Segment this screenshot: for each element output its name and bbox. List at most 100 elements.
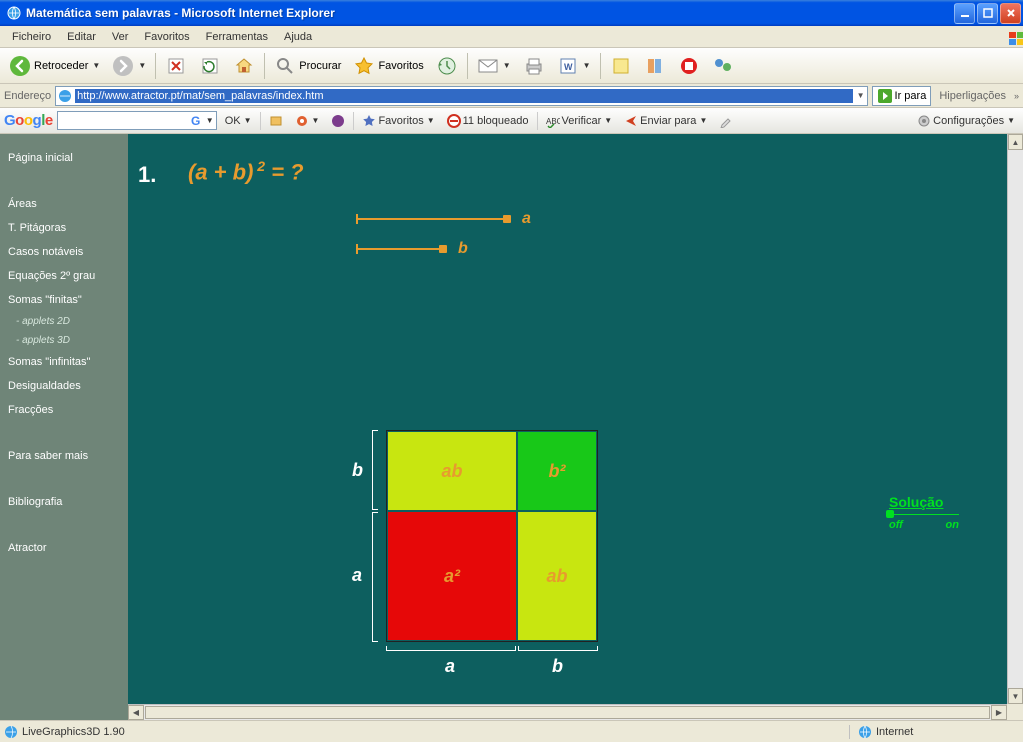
ok-button[interactable]: OK▼ bbox=[221, 115, 256, 127]
back-icon bbox=[9, 55, 31, 77]
av-icon bbox=[678, 55, 700, 77]
google-search-input[interactable]: G▼ bbox=[57, 111, 217, 130]
sidebar-item-1[interactable]: Áreas bbox=[6, 192, 122, 216]
links-label[interactable]: Hiperligações bbox=[935, 90, 1010, 102]
dropdown-icon[interactable]: ▼ bbox=[857, 91, 865, 100]
formula: (a + b) 2 = ? bbox=[188, 158, 304, 185]
url-input[interactable] bbox=[75, 89, 853, 103]
zone-icon bbox=[858, 725, 872, 739]
back-label: Retroceder bbox=[34, 60, 88, 72]
minimize-button[interactable] bbox=[954, 3, 975, 24]
solution-control: Solução off on bbox=[889, 494, 959, 531]
stop-icon bbox=[165, 55, 187, 77]
mail-button[interactable]: ▼ bbox=[472, 51, 516, 81]
stop-button[interactable] bbox=[160, 51, 192, 81]
gtb-favorites[interactable]: Favoritos▼ bbox=[358, 114, 438, 128]
search-button[interactable]: Procurar bbox=[269, 51, 346, 81]
status-text: LiveGraphics3D 1.90 bbox=[22, 726, 125, 738]
av-button[interactable] bbox=[673, 51, 705, 81]
sidebar-item-8[interactable]: Somas "infinitas" bbox=[6, 350, 122, 374]
scroll-left-button[interactable]: ◀ bbox=[128, 705, 144, 720]
sidebar-item-5[interactable]: Somas "finitas" bbox=[6, 288, 122, 312]
edit-button[interactable]: W▼ bbox=[552, 51, 596, 81]
gtb-highlight[interactable] bbox=[715, 114, 737, 128]
research-icon bbox=[644, 55, 666, 77]
applet-area: 1. (a + b) 2 = ? a b b a ab b² a² bbox=[128, 134, 1007, 704]
print-icon bbox=[523, 55, 545, 77]
gtb-config[interactable]: Configurações▼ bbox=[913, 114, 1019, 128]
google-logo[interactable]: Google bbox=[4, 112, 53, 129]
gtb-icon3[interactable] bbox=[327, 114, 349, 128]
solution-slider[interactable] bbox=[889, 514, 959, 515]
on-label: on bbox=[946, 519, 959, 531]
menu-file[interactable]: Ficheiro bbox=[4, 29, 59, 45]
sidebar-item-10[interactable]: Fracções bbox=[6, 398, 122, 422]
url-input-box[interactable]: ▼ bbox=[55, 86, 867, 106]
gtb-verify[interactable]: ABCVerificar▼ bbox=[542, 114, 617, 128]
question-number: 1. bbox=[138, 162, 156, 188]
scroll-thumb[interactable] bbox=[145, 706, 990, 719]
refresh-button[interactable] bbox=[194, 51, 226, 81]
sidebar: Página inicial ÁreasT. PitágorasCasos not… bbox=[0, 134, 128, 720]
gtb-blocked[interactable]: 11 bloqueado bbox=[443, 114, 533, 128]
line-a-label: a bbox=[522, 210, 531, 228]
note-button[interactable] bbox=[605, 51, 637, 81]
google-toolbar: Google G▼ OK▼ ▼ Favoritos▼ 11 bloqueado … bbox=[0, 108, 1023, 134]
sidebar-item-7[interactable]: - applets 3D bbox=[6, 331, 122, 350]
line-b[interactable]: b bbox=[356, 240, 531, 258]
menu-edit[interactable]: Editar bbox=[59, 29, 104, 45]
research-button[interactable] bbox=[639, 51, 671, 81]
vertical-scrollbar[interactable]: ▲ ▼ bbox=[1007, 134, 1023, 720]
print-button[interactable] bbox=[518, 51, 550, 81]
sidebar-item-0[interactable]: Página inicial bbox=[6, 146, 122, 170]
menu-help[interactable]: Ajuda bbox=[276, 29, 320, 45]
history-icon bbox=[436, 55, 458, 77]
sidebar-item-6[interactable]: - applets 2D bbox=[6, 312, 122, 331]
sidebar-item-9[interactable]: Desigualdades bbox=[6, 374, 122, 398]
toolbar: Retroceder ▼ ▼ Procurar Favoritos ▼ W▼ bbox=[0, 48, 1023, 84]
menu-view[interactable]: Ver bbox=[104, 29, 137, 45]
statusbar: LiveGraphics3D 1.90 Internet bbox=[0, 720, 1023, 742]
sidebar-item-11[interactable]: Para saber mais bbox=[6, 444, 122, 468]
home-button[interactable] bbox=[228, 51, 260, 81]
forward-icon bbox=[112, 55, 134, 77]
maximize-button[interactable] bbox=[977, 3, 998, 24]
horizontal-scrollbar[interactable]: ◀ ▶ bbox=[128, 704, 1007, 720]
search-icon bbox=[274, 55, 296, 77]
window-title: Matemática sem palavras - Microsoft Inte… bbox=[26, 6, 954, 20]
sidebar-item-4[interactable]: Equações 2º grau bbox=[6, 264, 122, 288]
messenger-button[interactable] bbox=[707, 51, 739, 81]
menubar: Ficheiro Editar Ver Favoritos Ferramenta… bbox=[0, 26, 1023, 48]
edit-icon: W bbox=[557, 55, 579, 77]
close-button[interactable] bbox=[1000, 3, 1021, 24]
scroll-down-button[interactable]: ▼ bbox=[1008, 688, 1023, 704]
gtb-icon2[interactable]: ▼ bbox=[291, 114, 324, 128]
menu-tools[interactable]: Ferramentas bbox=[198, 29, 276, 45]
address-label: Endereço bbox=[4, 90, 51, 102]
back-button[interactable]: Retroceder ▼ bbox=[4, 51, 105, 81]
star-icon bbox=[353, 55, 375, 77]
line-a[interactable]: a bbox=[356, 210, 531, 228]
zone-text: Internet bbox=[876, 726, 913, 738]
go-icon bbox=[877, 88, 893, 104]
forward-button[interactable]: ▼ bbox=[107, 51, 151, 81]
sidebar-item-12[interactable]: Bibliografia bbox=[6, 490, 122, 514]
refresh-icon bbox=[199, 55, 221, 77]
page-icon bbox=[58, 89, 72, 103]
history-button[interactable] bbox=[431, 51, 463, 81]
gtb-send[interactable]: Enviar para▼ bbox=[620, 114, 711, 128]
menu-favorites[interactable]: Favoritos bbox=[136, 29, 197, 45]
window-buttons bbox=[954, 3, 1021, 24]
titlebar: Matemática sem palavras - Microsoft Inte… bbox=[0, 0, 1023, 26]
go-button[interactable]: Ir para bbox=[872, 86, 932, 106]
ie-icon bbox=[6, 5, 22, 21]
off-label: off bbox=[889, 519, 903, 531]
gtb-icon1[interactable] bbox=[265, 114, 287, 128]
scroll-up-button[interactable]: ▲ bbox=[1008, 134, 1023, 150]
favorites-button[interactable]: Favoritos bbox=[348, 51, 428, 81]
home-icon bbox=[233, 55, 255, 77]
sidebar-item-13[interactable]: Atractor bbox=[6, 536, 122, 560]
sidebar-item-3[interactable]: Casos notáveis bbox=[6, 240, 122, 264]
scroll-right-button[interactable]: ▶ bbox=[991, 705, 1007, 720]
sidebar-item-2[interactable]: T. Pitágoras bbox=[6, 216, 122, 240]
